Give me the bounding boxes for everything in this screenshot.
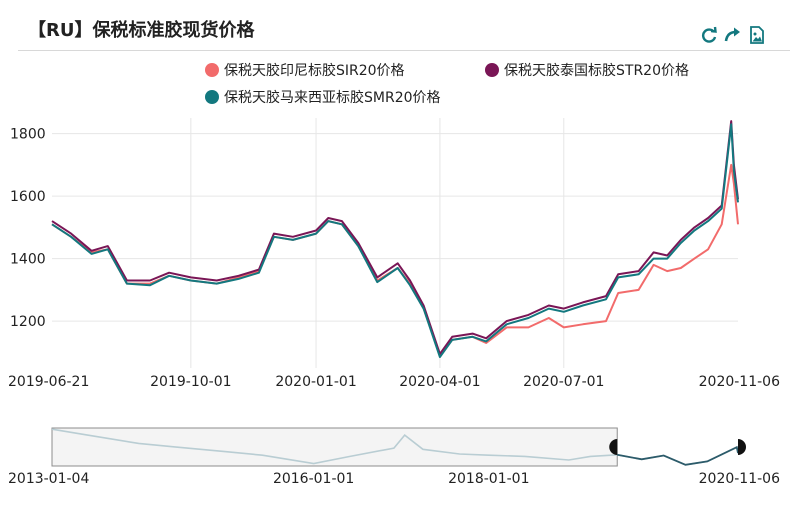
range-navigator[interactable] bbox=[51, 427, 746, 467]
legend-label[interactable]: 保税天胶马来西亚标胶SMR20价格 bbox=[224, 89, 441, 106]
x-tick-label: 2020-07-01 bbox=[523, 374, 604, 390]
x-tick-label: 2020-04-01 bbox=[399, 374, 480, 390]
grid-lines bbox=[52, 118, 738, 368]
save-image-icon[interactable] bbox=[748, 26, 766, 44]
navigator-x-axis: 2013-01-04 2016-01-01 2018-01-01 2020-11-06 bbox=[8, 471, 780, 487]
series-line bbox=[51, 163, 739, 357]
legend-label[interactable]: 保税天胶泰国标胶STR20价格 bbox=[504, 62, 689, 79]
y-tick-label: 1600 bbox=[10, 189, 46, 205]
y-axis: 1200 1400 1600 1800 bbox=[10, 127, 46, 331]
y-tick-label: 1800 bbox=[10, 127, 46, 143]
legend-marker[interactable] bbox=[485, 63, 499, 77]
series-line bbox=[51, 120, 739, 355]
legend-marker[interactable] bbox=[205, 63, 219, 77]
y-tick-label: 1400 bbox=[10, 252, 46, 268]
navigator-tick-label: 2016-01-01 bbox=[273, 471, 354, 487]
navigator-selected-line bbox=[617, 445, 739, 466]
navigator-handle-left[interactable] bbox=[609, 439, 618, 455]
legend-label[interactable]: 保税天胶印尼标胶SIR20价格 bbox=[224, 62, 405, 79]
chart-toolbar bbox=[700, 26, 766, 44]
x-tick-label: 2019-10-01 bbox=[150, 374, 231, 390]
title-divider bbox=[18, 50, 790, 51]
x-tick-label: 2020-11-06 bbox=[699, 374, 780, 390]
x-axis: 2019-06-21 2019-10-01 2020-01-01 2020-04-01… bbox=[8, 374, 780, 390]
navigator-tick-label: 2020-11-06 bbox=[699, 471, 780, 487]
x-tick-label: 2019-06-21 bbox=[8, 374, 89, 390]
navigator-handle-right[interactable] bbox=[738, 439, 746, 455]
x-tick-label: 2020-01-01 bbox=[275, 374, 356, 390]
series-line bbox=[51, 123, 739, 359]
share-icon[interactable] bbox=[724, 26, 742, 44]
navigator-mask bbox=[51, 427, 618, 467]
refresh-icon[interactable] bbox=[700, 26, 718, 44]
navigator-tick-label: 2013-01-04 bbox=[8, 471, 89, 487]
navigator-tick-label: 2018-01-01 bbox=[448, 471, 529, 487]
y-tick-label: 1200 bbox=[10, 314, 46, 330]
legend: 保税天胶印尼标胶SIR20价格 保税天胶泰国标胶STR20价格保税天胶马来西亚标胶… bbox=[205, 62, 689, 106]
page-title: 【RU】保税标准胶现货价格 bbox=[28, 20, 255, 41]
plot-area bbox=[51, 120, 739, 359]
legend-marker[interactable] bbox=[205, 90, 219, 104]
